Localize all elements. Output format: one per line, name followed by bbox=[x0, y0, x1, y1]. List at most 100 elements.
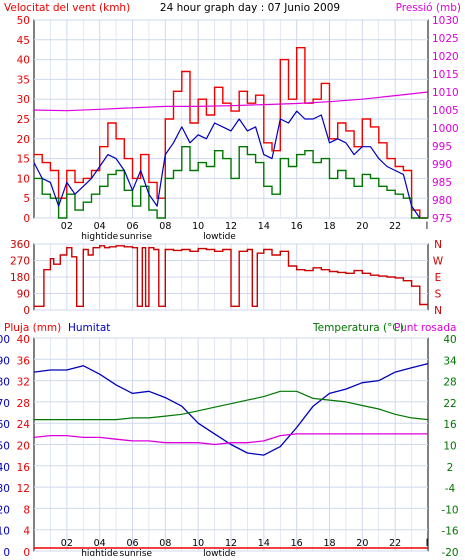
humidity-marker-lowtide: lowtide bbox=[203, 549, 236, 556]
pressure-tick-label: 1010 bbox=[432, 87, 459, 99]
wind-tick-label: 15 bbox=[17, 154, 30, 166]
wind-x-tick: 10 bbox=[192, 221, 204, 232]
humidity-x-tick: 14 bbox=[258, 538, 270, 549]
rain-tick-label: 0 bbox=[23, 547, 30, 556]
dewpoint-axis-label: Punt rosada bbox=[394, 322, 456, 334]
wind-tick-label: 10 bbox=[17, 173, 30, 185]
wind-x-tick: 18 bbox=[323, 221, 335, 232]
wind-avg-series bbox=[33, 110, 421, 219]
wind-x-tick: 22 bbox=[389, 221, 401, 232]
pressure-tick-label: 980 bbox=[432, 195, 452, 207]
humidity-tick-label: 40 bbox=[0, 462, 10, 474]
humidity-tick-label: 80 bbox=[0, 377, 10, 389]
temperature-series bbox=[34, 390, 429, 421]
direction-tick-label: 0 bbox=[23, 305, 30, 317]
rain-tick-label: 12 bbox=[17, 483, 30, 495]
compass-tick-label: N bbox=[434, 239, 442, 251]
humidity-marker-hightide: hightide bbox=[81, 549, 118, 556]
wind-marker-lowtide: lowtide bbox=[203, 232, 236, 242]
wind-tick-label: 50 bbox=[17, 15, 30, 27]
rain-tick-label: 36 bbox=[17, 355, 31, 367]
pressure-tick-label: 985 bbox=[432, 177, 452, 189]
temperature-tick-label: 34 bbox=[443, 355, 457, 367]
pressure-tick-label: 990 bbox=[432, 159, 452, 171]
humidity-tick-label: 10 bbox=[0, 526, 10, 538]
wind-x-end-tick: l bbox=[426, 221, 429, 232]
rain-tick-label: 28 bbox=[17, 398, 30, 410]
wind-x-tick: 14 bbox=[258, 221, 270, 232]
humidity-tick-label: 50 bbox=[0, 441, 10, 453]
humidity-tick-label: 60 bbox=[0, 419, 10, 431]
wind-tick-label: 25 bbox=[17, 114, 30, 126]
wind-tick-label: 0 bbox=[23, 213, 30, 225]
humidity-x-tick: 06 bbox=[126, 538, 138, 549]
humidity-tick-label: 0 bbox=[3, 547, 10, 556]
wind-tick-label: 30 bbox=[17, 94, 30, 106]
wind-tick-label: 20 bbox=[17, 134, 30, 146]
rain-tick-label: 16 bbox=[17, 462, 31, 474]
humidity-tick-label: 20 bbox=[0, 504, 10, 516]
rain-tick-label: 40 bbox=[17, 334, 30, 346]
humidity-x-tick: 16 bbox=[291, 538, 303, 549]
wind-x-tick: 16 bbox=[291, 221, 303, 232]
wind-x-tick: 08 bbox=[159, 221, 171, 232]
direction-tick-label: 270 bbox=[10, 256, 30, 268]
pressure-tick-label: 1005 bbox=[432, 105, 459, 117]
humidity-series bbox=[33, 362, 429, 456]
humidity-x-tick: 22 bbox=[389, 538, 401, 549]
humidity-marker-sunrise: sunrise bbox=[120, 549, 153, 556]
pressure-tick-label: 975 bbox=[432, 213, 452, 225]
humidity-x-end-tick: l bbox=[426, 538, 429, 549]
rain-tick-label: 4 bbox=[23, 526, 30, 538]
wind-axis-label: Velocitat del vent (kmh) bbox=[4, 2, 130, 14]
wind-x-tick: 20 bbox=[356, 221, 368, 232]
compass-tick-label: E bbox=[435, 272, 442, 284]
wind-tick-label: 40 bbox=[17, 55, 30, 67]
temperature-tick-label: -16 bbox=[441, 526, 458, 538]
temperature-tick-label: 10 bbox=[443, 441, 456, 453]
humidity-x-tick: 12 bbox=[225, 538, 237, 549]
temperature-tick-label: -20 bbox=[441, 547, 458, 556]
rain-tick-label: 8 bbox=[23, 504, 30, 516]
wind-marker-hightide: hightide bbox=[81, 232, 118, 242]
humidity-x-tick: 02 bbox=[61, 538, 73, 549]
temperature-tick-label: 16 bbox=[443, 419, 457, 431]
pressure-tick-label: 995 bbox=[432, 141, 452, 153]
wind-direction-series bbox=[34, 245, 428, 307]
temperature-tick-label: 28 bbox=[443, 377, 456, 389]
temperature-tick-label: -10 bbox=[441, 504, 458, 516]
temperature-tick-label: 22 bbox=[443, 398, 456, 410]
rain-tick-label: 24 bbox=[17, 419, 31, 431]
pressure-tick-label: 1000 bbox=[432, 123, 459, 135]
humidity-tick-label: 100 bbox=[0, 334, 10, 346]
wind-min-series bbox=[34, 145, 428, 219]
pressure-tick-label: 1020 bbox=[432, 51, 459, 63]
wind-gust-series bbox=[34, 47, 428, 219]
temperature-tick-label: 40 bbox=[443, 334, 456, 346]
rain-axis-label: Pluja (mm) bbox=[4, 322, 61, 334]
humidity-x-tick: 18 bbox=[323, 538, 335, 549]
direction-tick-label: 90 bbox=[17, 289, 30, 301]
pressure-tick-label: 1030 bbox=[432, 15, 459, 27]
wind-tick-label: 45 bbox=[17, 35, 30, 47]
wind-x-tick: 06 bbox=[126, 221, 138, 232]
humidity-x-tick: 08 bbox=[159, 538, 171, 549]
wind-tick-label: 35 bbox=[17, 74, 30, 86]
pressure-axis-label: Pressió (mb) bbox=[396, 2, 461, 14]
humidity-tick-label: 90 bbox=[0, 355, 10, 367]
humidity-x-tick: 20 bbox=[356, 538, 368, 549]
temperature-tick-label: -4 bbox=[445, 483, 456, 495]
compass-tick-label: W bbox=[433, 256, 444, 268]
direction-tick-label: 180 bbox=[10, 272, 30, 284]
pressure-tick-label: 1015 bbox=[432, 69, 459, 81]
compass-tick-label: N bbox=[434, 305, 442, 317]
compass-tick-label: S bbox=[435, 289, 442, 301]
dewpoint-series bbox=[33, 433, 428, 446]
pressure-tick-label: 1025 bbox=[432, 33, 459, 45]
chart-title: 24 hour graph day : 07 Junio 2009 bbox=[160, 2, 340, 14]
humidity-tick-label: 30 bbox=[0, 483, 10, 495]
humidity-axis-label: Humitat bbox=[68, 322, 110, 334]
pressure-series bbox=[33, 91, 429, 112]
